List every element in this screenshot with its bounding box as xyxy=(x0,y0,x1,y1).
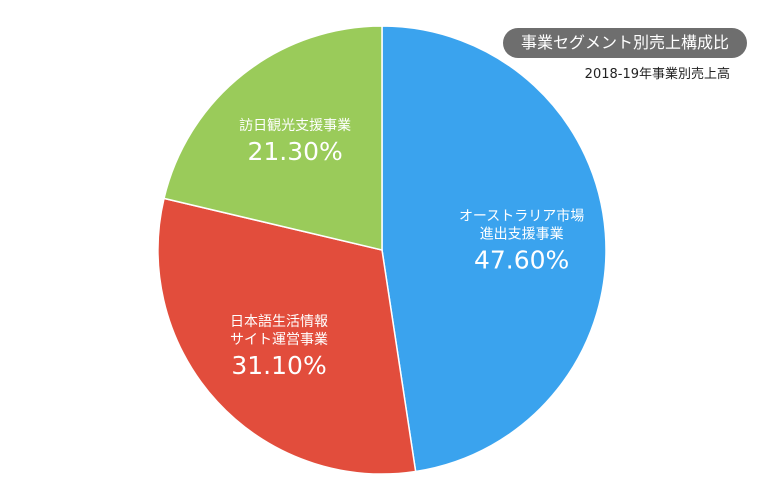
pie-slice-1 xyxy=(381,25,607,473)
slice-value-2: 31.10% xyxy=(231,351,326,380)
chart-subtitle: 2018-19年事業別売上高 xyxy=(584,67,730,82)
pie-slice-3 xyxy=(163,25,383,251)
slice-value-3: 21.30% xyxy=(247,137,342,166)
slice-name-2-line-2: サイト運営事業 xyxy=(230,332,328,348)
slice-name-2-line-1: 日本語生活情報 xyxy=(230,314,328,330)
slice-label-group-3: 訪日観光支援事業 21.30% xyxy=(239,117,351,166)
slice-value-1: 47.60% xyxy=(474,245,569,274)
chart-title: 事業セグメント別売上構成比 xyxy=(503,28,747,58)
slice-name-3-line-1: 訪日観光支援事業 xyxy=(239,117,351,134)
slice-name-1-line-1: オーストラリア市場 xyxy=(459,207,584,224)
slice-name-1-line-2: 進出支援事業 xyxy=(480,226,564,242)
pie-slice-2 xyxy=(157,197,417,475)
